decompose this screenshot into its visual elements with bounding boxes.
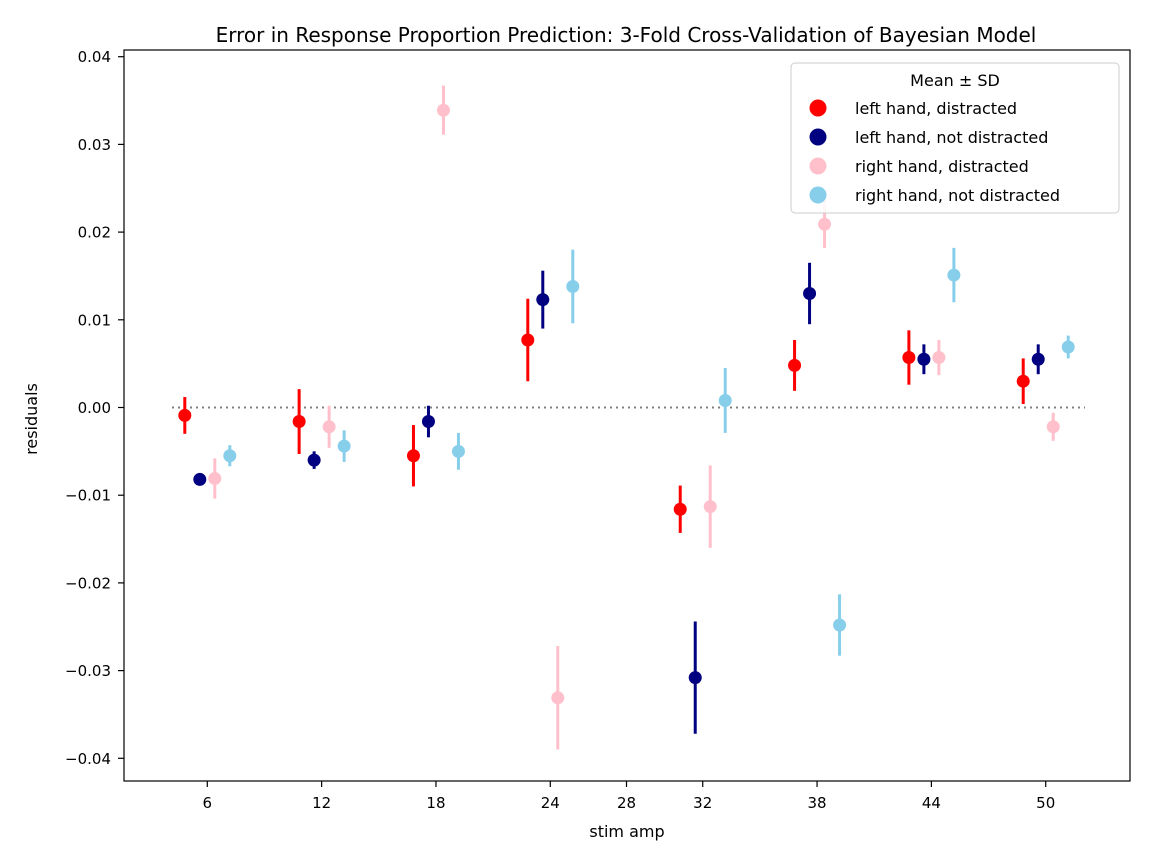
x-axis-ticks: 6 12 18 24 28 32 38 44 50 xyxy=(203,781,1055,812)
x-tick-label: 12 xyxy=(312,794,331,812)
data-point xyxy=(436,103,450,117)
data-point xyxy=(818,217,832,231)
series-4 xyxy=(223,247,1075,656)
data-point xyxy=(208,472,222,486)
data-point xyxy=(703,500,717,514)
x-tick-label: 28 xyxy=(617,794,636,812)
y-tick-label: −0.02 xyxy=(65,574,111,592)
x-tick-label: 18 xyxy=(426,794,445,812)
data-point xyxy=(673,502,687,516)
legend-label: left hand, not distracted xyxy=(855,128,1048,147)
data-marks xyxy=(178,85,1075,750)
y-tick-label: 0.02 xyxy=(78,224,111,242)
data-point xyxy=(566,279,580,293)
data-point xyxy=(307,453,321,467)
data-point xyxy=(322,420,336,434)
y-tick-label: −0.01 xyxy=(65,487,111,505)
legend-marker xyxy=(809,157,827,175)
data-point xyxy=(1031,352,1045,366)
legend-label: right hand, not distracted xyxy=(855,186,1060,205)
legend-label: right hand, distracted xyxy=(855,157,1029,176)
data-point xyxy=(902,351,916,365)
y-tick-label: 0.00 xyxy=(78,399,111,417)
data-point xyxy=(406,449,420,463)
data-point xyxy=(803,286,817,300)
x-tick-label: 32 xyxy=(693,794,712,812)
series-1 xyxy=(178,298,1030,533)
y-tick-label: 0.03 xyxy=(78,136,111,154)
data-point xyxy=(292,415,306,429)
data-point xyxy=(788,358,802,372)
data-point xyxy=(551,691,565,705)
data-point xyxy=(917,352,931,366)
legend-title: Mean ± SD xyxy=(910,71,1000,90)
legend-marker xyxy=(809,128,827,146)
y-tick-label: 0.04 xyxy=(78,48,111,66)
y-axis-ticks: −0.04 −0.03 −0.02 −0.01 0.00 0.01 0.02 0.03 0.04 xyxy=(65,48,124,768)
y-tick-label: 0.01 xyxy=(78,311,111,329)
data-point xyxy=(833,618,847,632)
x-tick-label: 38 xyxy=(808,794,827,812)
x-axis-label: stim amp xyxy=(589,822,664,841)
data-point xyxy=(521,333,535,347)
x-tick-label: 44 xyxy=(922,794,941,812)
data-point xyxy=(1016,374,1030,388)
series-2 xyxy=(193,262,1045,734)
data-point xyxy=(536,293,550,307)
x-tick-label: 50 xyxy=(1036,794,1055,812)
legend-marker xyxy=(809,99,827,117)
chart-title: Error in Response Proportion Prediction:… xyxy=(216,23,1037,47)
series-3 xyxy=(208,85,1060,750)
legend-entries: left hand, distracted left hand, not dist… xyxy=(809,99,1060,205)
x-tick-label: 24 xyxy=(541,794,560,812)
data-point xyxy=(451,444,465,458)
x-tick-label: 6 xyxy=(203,794,213,812)
data-point xyxy=(421,415,435,429)
legend-label: left hand, distracted xyxy=(855,99,1017,118)
legend-box xyxy=(790,62,1120,214)
data-point xyxy=(193,472,207,486)
data-point xyxy=(718,393,732,407)
y-tick-label: −0.04 xyxy=(65,750,111,768)
legend-marker xyxy=(809,186,827,204)
data-point xyxy=(947,268,961,282)
data-point xyxy=(1046,420,1060,434)
y-tick-label: −0.03 xyxy=(65,662,111,680)
data-point xyxy=(688,671,702,685)
data-point xyxy=(178,408,192,422)
data-point xyxy=(932,351,946,365)
y-axis-label: residuals xyxy=(22,383,41,455)
data-point xyxy=(337,439,351,453)
data-point xyxy=(1061,340,1075,354)
data-point xyxy=(223,449,237,463)
